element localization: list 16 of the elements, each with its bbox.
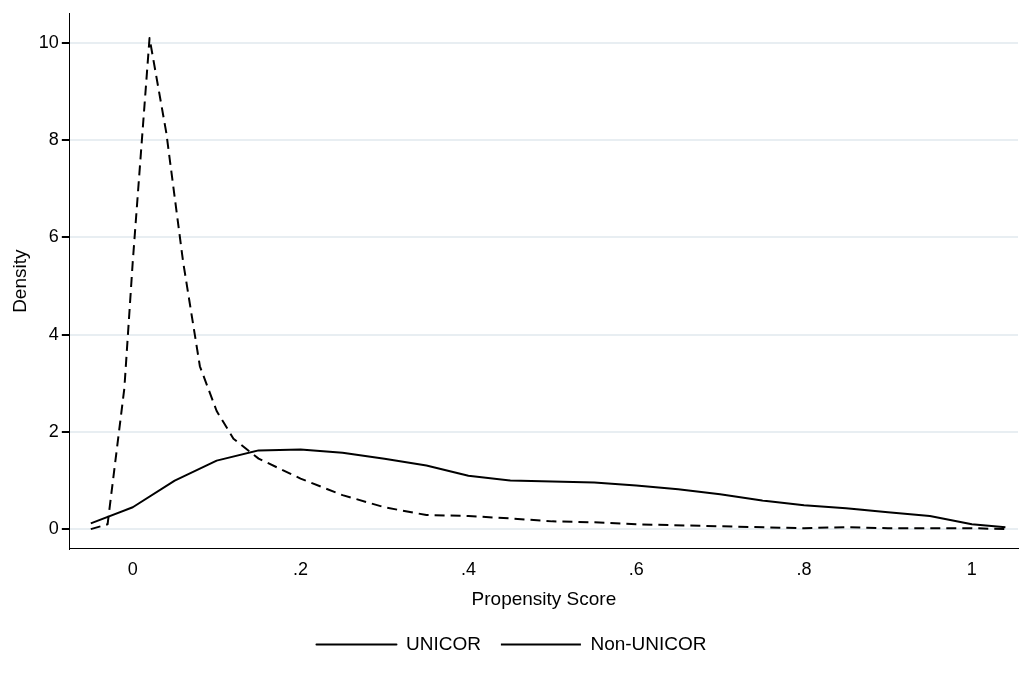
- x-tick-label: .6: [628, 559, 644, 580]
- x-tick-label: .4: [460, 559, 476, 580]
- legend-label: Non-UNICOR: [590, 632, 707, 654]
- x-tick-label: 1: [966, 559, 977, 580]
- y-tick-label: 10: [38, 31, 59, 52]
- y-axis-title: Density: [8, 249, 30, 313]
- x-tick-label: 0: [127, 559, 138, 580]
- x-tick-label: .2: [293, 559, 309, 580]
- y-tick-label: 4: [48, 323, 59, 344]
- y-tick-label: 8: [48, 129, 59, 150]
- y-tick-label: 6: [48, 226, 59, 247]
- y-tick-label: 2: [48, 420, 59, 441]
- x-tick-label: .8: [796, 559, 812, 580]
- legend-label: UNICOR: [405, 632, 481, 654]
- y-tick-label: 0: [48, 518, 59, 539]
- x-axis-title: Propensity Score: [471, 587, 617, 609]
